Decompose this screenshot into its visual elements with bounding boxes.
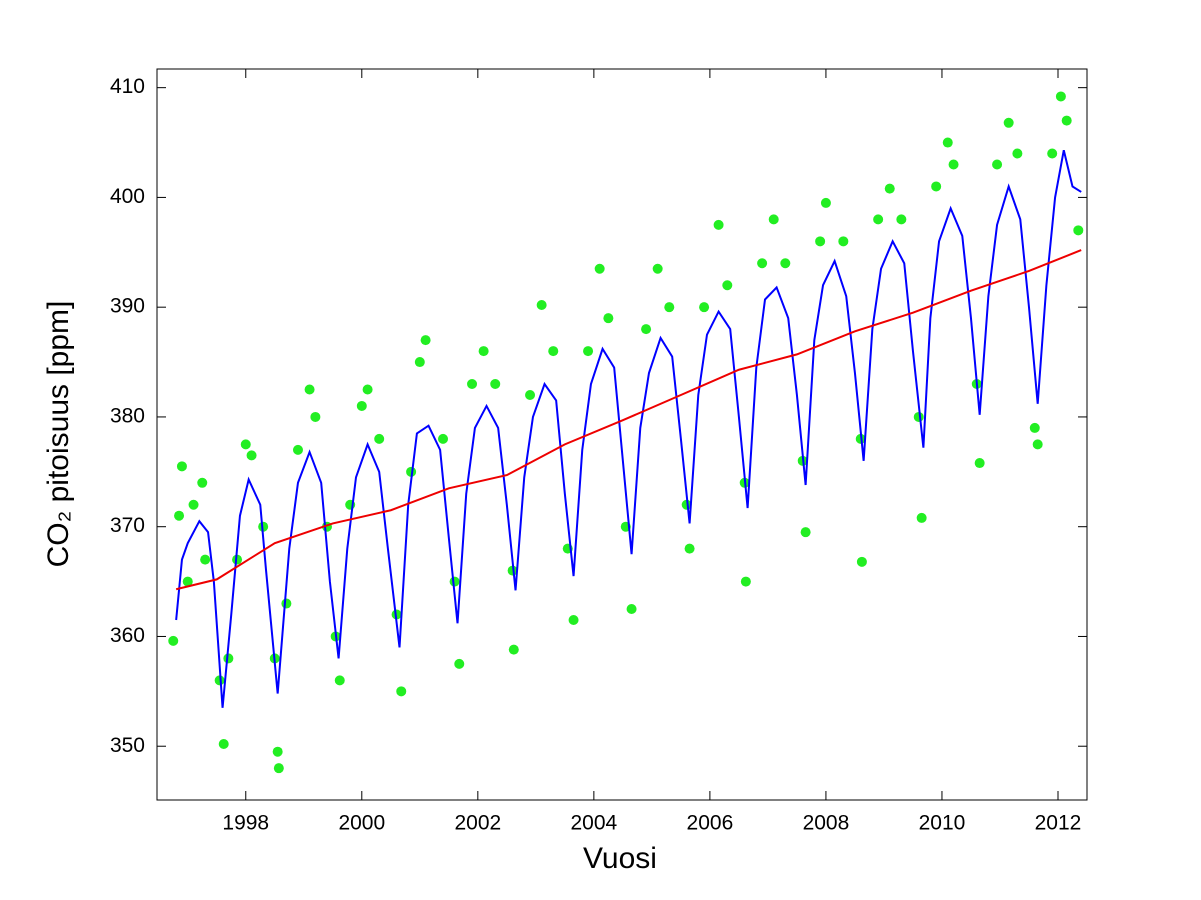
y-tick-label: 350 xyxy=(110,734,145,757)
data-point xyxy=(548,346,559,357)
data-point xyxy=(223,653,234,664)
data-point xyxy=(200,554,211,565)
data-point xyxy=(820,197,831,208)
data-point xyxy=(536,299,547,310)
data-point xyxy=(168,635,179,646)
x-tick-label: 2010 xyxy=(919,812,966,835)
x-tick-label: 2004 xyxy=(571,812,618,835)
data-point xyxy=(508,644,519,655)
x-tick-label: 2008 xyxy=(803,812,850,835)
data-point xyxy=(916,512,927,523)
data-point xyxy=(292,444,303,455)
x-tick-label: 2002 xyxy=(454,812,501,835)
data-point xyxy=(1047,148,1058,159)
data-point xyxy=(768,214,779,225)
data-point xyxy=(873,214,884,225)
data-point xyxy=(896,214,907,225)
y-tick-label: 380 xyxy=(110,404,145,427)
data-point xyxy=(1012,148,1023,159)
data-point xyxy=(641,324,652,335)
data-point xyxy=(664,302,675,313)
data-point xyxy=(992,159,1003,170)
data-point xyxy=(884,183,895,194)
data-point xyxy=(856,556,867,567)
x-axis-label: Vuosi xyxy=(583,842,657,875)
data-point xyxy=(1032,439,1043,450)
x-tick-label: 2012 xyxy=(1035,812,1082,835)
y-tick-label: 410 xyxy=(110,75,145,98)
data-point xyxy=(780,258,791,269)
data-point xyxy=(362,384,373,395)
data-point xyxy=(420,335,431,346)
data-point xyxy=(568,614,579,625)
data-point xyxy=(1003,117,1014,128)
data-point xyxy=(478,346,489,357)
y-axis-label: CO₂ pitoisuus [ppm] xyxy=(42,301,75,568)
data-point xyxy=(334,675,345,686)
data-point xyxy=(583,346,594,357)
data-point xyxy=(942,137,953,148)
data-point xyxy=(948,159,959,170)
data-point xyxy=(438,433,449,444)
x-tick-label: 2006 xyxy=(687,812,734,835)
data-point xyxy=(931,181,942,192)
data-point xyxy=(699,302,710,313)
data-point xyxy=(272,746,283,757)
data-point xyxy=(218,739,229,750)
data-point xyxy=(974,458,985,469)
data-point xyxy=(240,439,251,450)
data-point xyxy=(273,763,284,774)
data-point xyxy=(1029,422,1040,433)
data-point xyxy=(246,450,257,461)
data-point xyxy=(304,384,315,395)
data-point xyxy=(815,236,826,247)
data-point xyxy=(281,598,292,609)
data-point xyxy=(490,379,501,390)
data-point xyxy=(414,357,425,368)
data-point xyxy=(594,263,605,274)
data-point xyxy=(454,658,465,669)
y-tick-label: 370 xyxy=(110,514,145,537)
data-point xyxy=(214,675,225,686)
y-tick-label: 390 xyxy=(110,295,145,318)
data-point xyxy=(1055,91,1066,102)
data-point xyxy=(174,510,185,521)
plot-frame xyxy=(156,68,1088,801)
data-point xyxy=(188,499,199,510)
data-point xyxy=(1061,115,1072,126)
y-tick-label: 400 xyxy=(110,185,145,208)
data-point xyxy=(652,263,663,274)
y-tick-label: 360 xyxy=(110,624,145,647)
data-point xyxy=(684,543,695,554)
data-point xyxy=(374,433,385,444)
data-point xyxy=(467,379,478,390)
data-point xyxy=(603,313,614,324)
data-point xyxy=(356,400,367,411)
data-point xyxy=(740,576,751,587)
data-point xyxy=(406,466,417,477)
data-point xyxy=(838,236,849,247)
data-point xyxy=(722,280,733,291)
data-point xyxy=(713,219,724,230)
x-tick-label: 1998 xyxy=(222,812,269,835)
data-point xyxy=(197,477,208,488)
data-point xyxy=(1073,225,1084,236)
data-point xyxy=(176,461,187,472)
data-point xyxy=(525,389,536,400)
data-point xyxy=(182,576,193,587)
data-point xyxy=(396,686,407,697)
data-point xyxy=(626,604,637,615)
data-point xyxy=(310,411,321,422)
data-point xyxy=(800,527,811,538)
x-tick-label: 2000 xyxy=(338,812,385,835)
data-point xyxy=(757,258,768,269)
data-line xyxy=(175,249,1082,591)
